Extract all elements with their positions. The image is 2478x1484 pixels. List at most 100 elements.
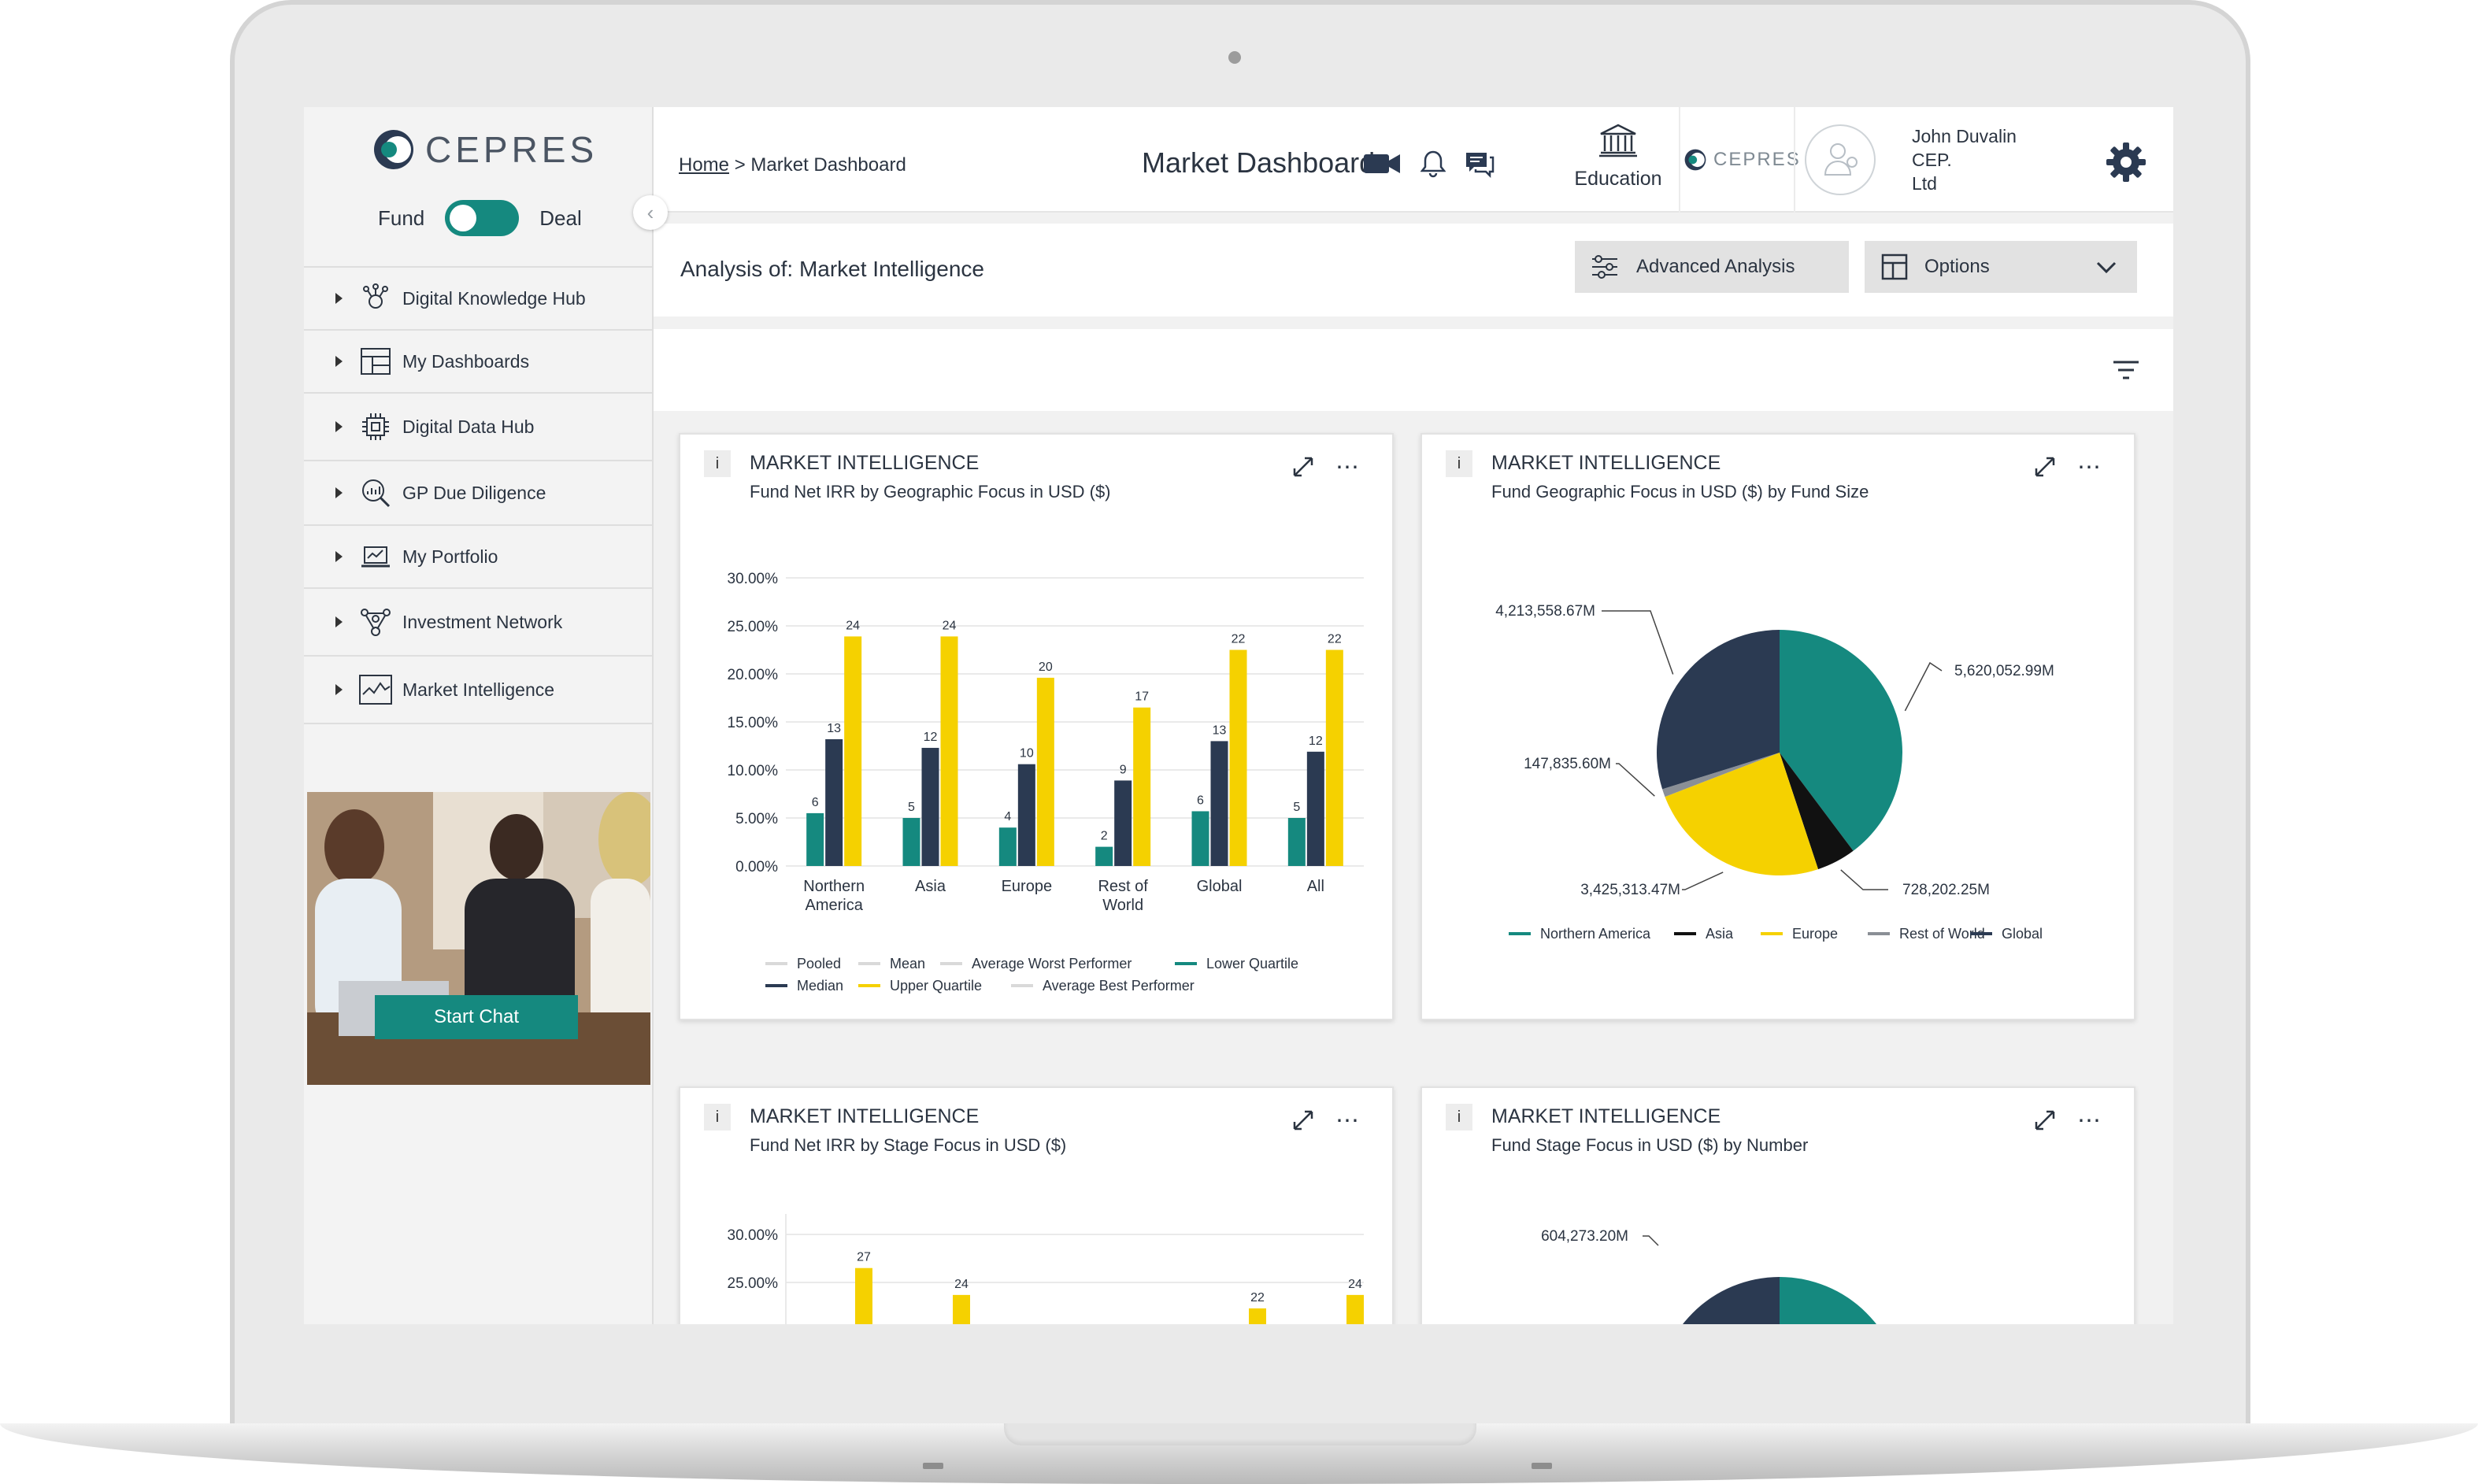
chart-card-stage-number: i MARKET INTELLIGENCE Fund Stage Focus i…: [1420, 1086, 2135, 1324]
slice-value-label: 728,202.25M: [1902, 882, 1990, 898]
geo-size-pie-chart: 5,620,052.99M 728,202.25M 3,425,313.47M 147…: [1495, 603, 2054, 942]
bar: [825, 738, 843, 866]
card-title: MARKET INTELLIGENCE: [1491, 1105, 1721, 1127]
network-icon: [358, 605, 393, 639]
filter-bar: [654, 329, 2173, 411]
leader-line: [1643, 1235, 1659, 1246]
expand-icon[interactable]: [1291, 455, 1315, 479]
line-chart-icon: [358, 672, 393, 707]
info-icon[interactable]: i: [704, 450, 731, 477]
pie-slice: [1683, 1277, 1780, 1324]
education-button[interactable]: Education: [1559, 123, 1677, 191]
cepres-logo-icon: [374, 130, 413, 169]
bar: [1210, 741, 1228, 866]
card-subtitle: Fund Net IRR by Geographic Focus in USD …: [750, 482, 1111, 501]
x-tick-label: World: [1102, 897, 1143, 914]
data-label: 27: [857, 1251, 871, 1264]
pie-slice: [1657, 630, 1780, 790]
sidebar-item-digital-knowledge-hub[interactable]: Digital Knowledge Hub: [304, 268, 652, 331]
bar: [844, 636, 862, 866]
header-divider: [1794, 107, 1795, 213]
data-label: 24: [943, 619, 957, 632]
card-title: MARKET INTELLIGENCE: [750, 452, 980, 474]
breadcrumb-current: Market Dashboard: [750, 154, 906, 176]
card-subtitle: Fund Net IRR by Stage Focus in USD ($): [750, 1135, 1067, 1155]
info-icon[interactable]: i: [1446, 450, 1472, 477]
legend-label: Europe: [1792, 926, 1838, 942]
bar: [1287, 818, 1306, 866]
y-tick-label: 20.00%: [728, 667, 779, 683]
info-icon[interactable]: i: [1446, 1104, 1472, 1131]
sidebar-item-my-portfolio[interactable]: My Portfolio: [304, 526, 652, 589]
data-label: 20: [1039, 661, 1053, 674]
card-subtitle: Fund Stage Focus in USD ($) by Number: [1491, 1135, 1809, 1155]
expand-icon[interactable]: [2033, 1108, 2057, 1132]
stage-irr-bar-chart: 30.00% 25.00% 20.00% 27 24 22 24: [728, 1214, 1364, 1324]
user-name: John Duvalin: [1912, 126, 2017, 146]
leader-line: [1602, 610, 1674, 675]
sidebar-item-market-intelligence[interactable]: Market Intelligence: [304, 657, 652, 724]
sidebar-item-label: My Portfolio: [402, 546, 498, 567]
legend-label: Average Best Performer: [1043, 978, 1195, 994]
caret-right-icon: [335, 551, 343, 562]
options-dropdown[interactable]: Options: [1865, 241, 2137, 293]
legend-label: Upper Quartile: [890, 978, 982, 994]
data-hub-chip-icon: [358, 409, 393, 444]
breadcrumb-separator: >: [734, 154, 746, 176]
laptop-foot: [1532, 1463, 1552, 1469]
bell-icon[interactable]: [1414, 146, 1452, 181]
x-tick-label: Asia: [915, 878, 946, 895]
advanced-analysis-label: Advanced Analysis: [1636, 256, 1795, 277]
magnifier-chart-icon: [358, 476, 393, 510]
expand-icon[interactable]: [1291, 1108, 1315, 1132]
chat-bubble-icon[interactable]: [1460, 146, 1498, 181]
breadcrumb: Home > Market Dashboard: [679, 154, 906, 176]
more-options-icon[interactable]: ⋯: [2077, 1108, 2102, 1134]
filter-icon[interactable]: [2112, 359, 2140, 381]
avatar[interactable]: [1805, 124, 1876, 195]
data-label: 24: [954, 1278, 969, 1291]
bar: [1036, 677, 1054, 866]
data-label: 24: [846, 619, 860, 632]
caret-right-icon: [335, 684, 343, 695]
data-label: 9: [1120, 763, 1127, 776]
start-chat-button[interactable]: Start Chat: [375, 995, 578, 1039]
advanced-analysis-button[interactable]: Advanced Analysis: [1575, 241, 1849, 293]
y-tick-label: 5.00%: [735, 811, 778, 827]
bar: [1249, 1308, 1266, 1324]
data-label: 13: [827, 722, 841, 735]
bank-building-icon: [1599, 124, 1637, 157]
data-label: 5: [908, 801, 915, 814]
sidebar-item-digital-data-hub[interactable]: Digital Data Hub: [304, 394, 652, 461]
sidebar-collapse-chevron-icon[interactable]: ‹: [633, 195, 668, 230]
fund-deal-toggle[interactable]: [445, 200, 520, 236]
slice-value-label: 5,620,052.99M: [1954, 663, 2054, 679]
legend-label: Rest of World: [1899, 926, 1985, 942]
expand-icon[interactable]: [2033, 455, 2057, 479]
leader-line: [1904, 661, 1943, 712]
legend-label: Mean: [890, 956, 925, 971]
layout-icon: [1881, 254, 1908, 280]
sidebar-item-my-dashboards[interactable]: My Dashboards: [304, 331, 652, 394]
pie-slice: [1780, 1277, 1876, 1324]
video-camera-icon[interactable]: [1364, 146, 1402, 181]
more-options-icon[interactable]: ⋯: [1335, 1108, 1361, 1134]
meeting-photo-illustration: [307, 792, 650, 1085]
sidebar-item-gp-due-diligence[interactable]: GP Due Diligence: [304, 461, 652, 526]
caret-right-icon: [335, 487, 343, 498]
sidebar-item-investment-network[interactable]: Investment Network: [304, 589, 652, 657]
bar: [1229, 649, 1247, 866]
sidebar-item-label: Digital Data Hub: [402, 416, 535, 437]
more-options-icon[interactable]: ⋯: [1335, 454, 1361, 480]
more-options-icon[interactable]: ⋯: [2077, 454, 2102, 480]
data-label: 10: [1020, 747, 1034, 761]
gear-icon[interactable]: [2104, 140, 2148, 184]
card-title: MARKET INTELLIGENCE: [750, 1105, 980, 1127]
breadcrumb-home-link[interactable]: Home: [679, 154, 730, 176]
toggle-label-fund: Fund: [378, 205, 425, 230]
info-icon[interactable]: i: [704, 1104, 731, 1131]
caret-right-icon: [335, 293, 343, 304]
legend-label: Lower Quartile: [1206, 956, 1298, 971]
leader-line: [1682, 872, 1724, 890]
chart-card-stage-irr: i MARKET INTELLIGENCE Fund Net IRR by St…: [679, 1086, 1394, 1324]
